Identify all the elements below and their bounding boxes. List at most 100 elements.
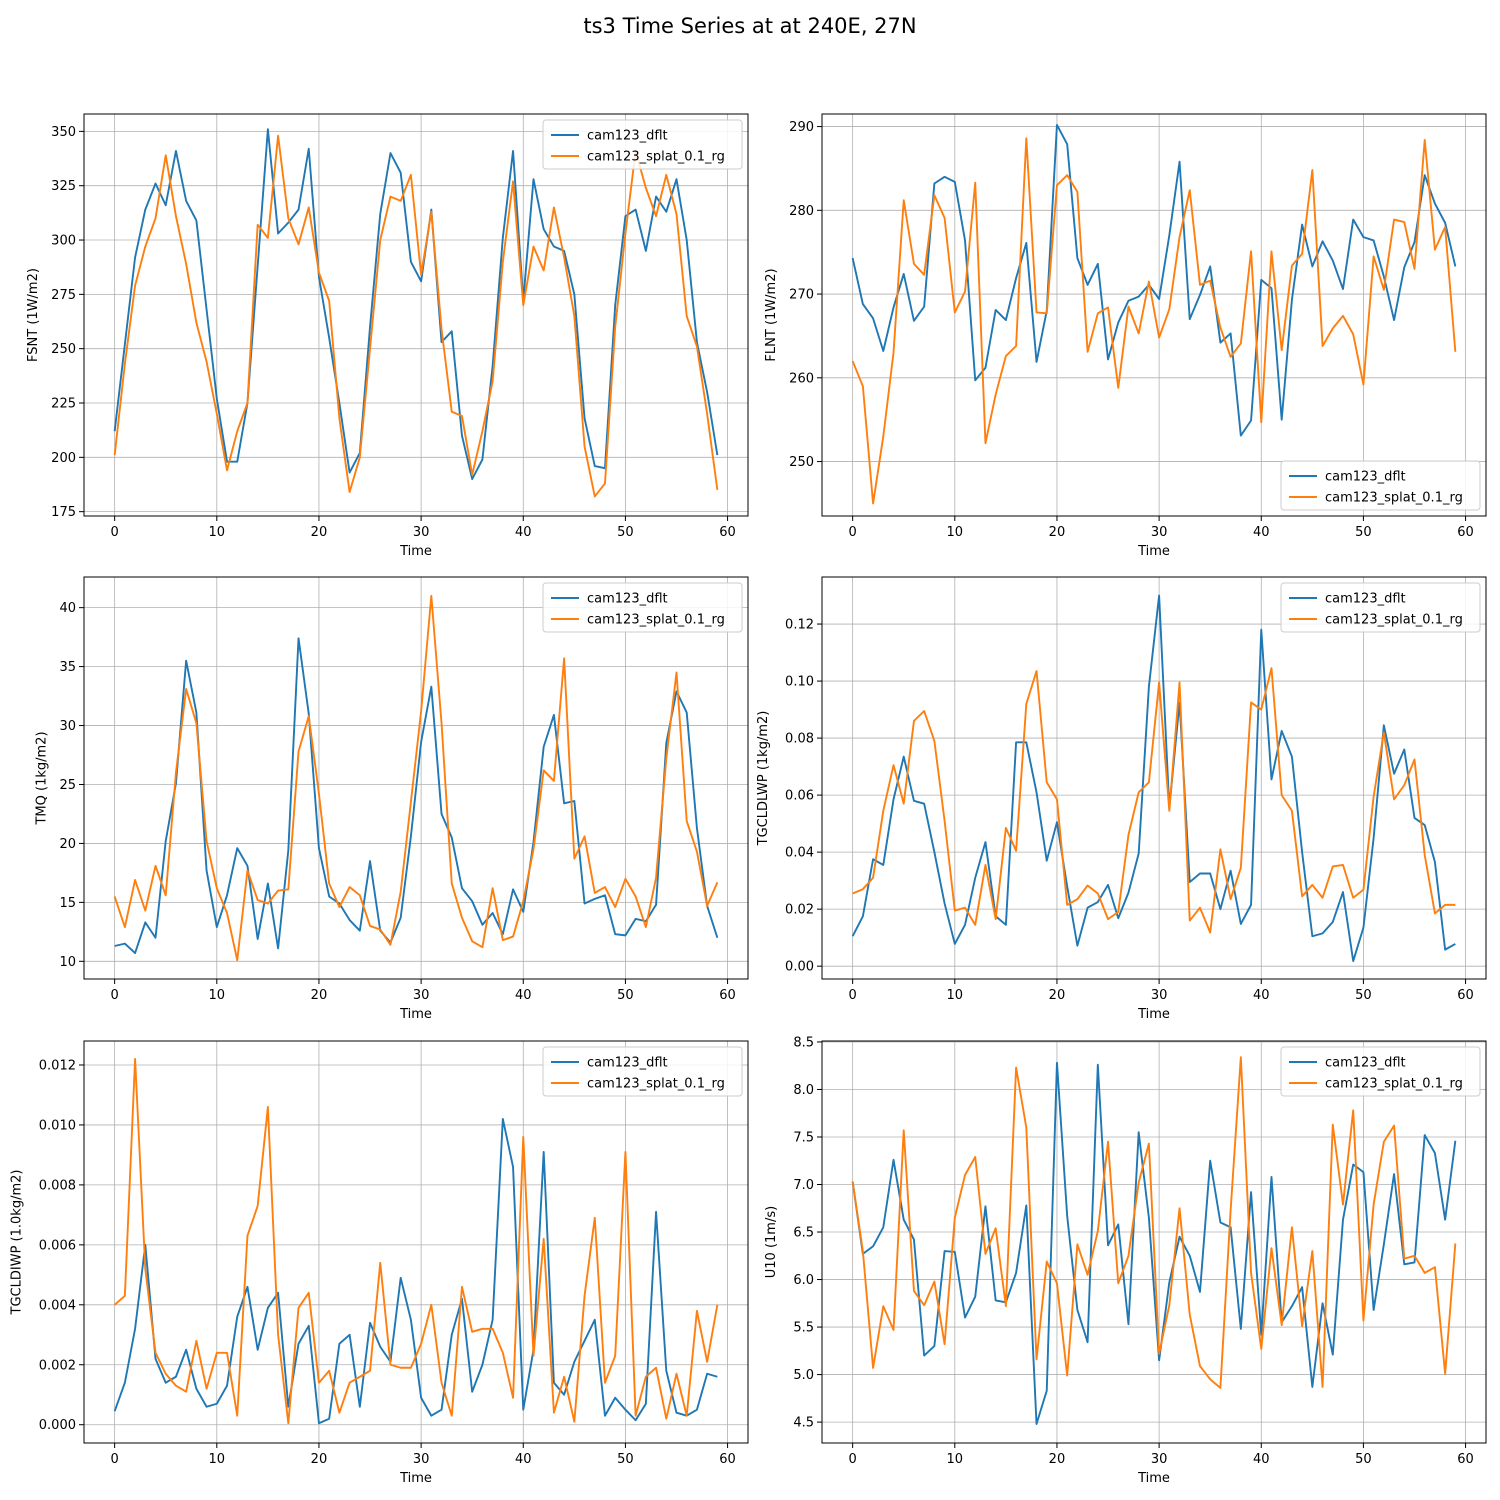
figure-title: ts3 Time Series at at 240E, 27N <box>583 14 917 38</box>
y-tick-label: 10 <box>59 955 76 970</box>
y-tick-label: 0.008 <box>39 1178 76 1193</box>
series-line-dflt <box>851 594 1456 962</box>
x-tick-label: 50 <box>1355 988 1372 1003</box>
x-tick-label: 0 <box>849 525 857 540</box>
y-tick-label: 325 <box>51 179 76 194</box>
legend-label: cam123_dflt <box>587 592 668 607</box>
legend-label: cam123_splat_0.1_rg <box>587 1077 725 1092</box>
y-tick-label: 25 <box>59 778 76 793</box>
legend-box <box>1280 460 1481 511</box>
y-tick-label: 6.5 <box>793 1226 814 1241</box>
y-axis-label: FLNT (1W/m2) <box>764 268 779 361</box>
x-tick-label: 30 <box>413 1452 430 1467</box>
chart-panel-1: 0 10 20 30 40 50 60 175 200 225 250 275 300 325 350 Tim… <box>26 113 749 559</box>
x-tick-label: 50 <box>617 525 634 540</box>
legend-label: cam123_dflt <box>587 129 668 144</box>
x-tick-label: 0 <box>849 1452 857 1467</box>
plot-frame <box>821 113 1487 517</box>
y-tick-label: 0.12 <box>785 618 814 633</box>
y-tick-label: 30 <box>59 719 76 734</box>
plot-frame <box>83 1040 749 1444</box>
y-tick-label: 0.006 <box>39 1238 76 1253</box>
series-line-dflt <box>114 637 719 955</box>
y-axis-label: TGCLDIWP (1.0kg/m2) <box>10 1170 25 1316</box>
x-tick-label: 30 <box>413 988 430 1003</box>
x-tick-label: 10 <box>947 525 964 540</box>
series-line-dflt <box>851 123 1457 437</box>
series-line-splat <box>851 137 1457 505</box>
legend-label: cam123_dflt <box>1325 592 1406 607</box>
y-tick-label: 250 <box>789 455 814 470</box>
y-tick-label: 300 <box>51 234 76 249</box>
y-tick-label: 290 <box>789 120 814 135</box>
y-axis-label: TMQ (1kg/m2) <box>34 731 49 825</box>
x-tick-label: 0 <box>111 525 119 540</box>
y-tick-label: 250 <box>51 342 76 357</box>
legend-box <box>542 119 743 170</box>
y-tick-label: 4.5 <box>793 1416 814 1431</box>
y-tick-label: 0.06 <box>785 789 814 804</box>
x-tick-label: 20 <box>1049 1452 1066 1467</box>
x-tick-label: 50 <box>617 1452 634 1467</box>
y-tick-label: 6.0 <box>793 1273 814 1288</box>
series-line-splat <box>113 134 719 498</box>
x-tick-label: 10 <box>209 988 226 1003</box>
series-line-splat <box>114 1058 719 1425</box>
y-tick-label: 0.010 <box>39 1118 76 1133</box>
series-line-dflt <box>113 1117 718 1425</box>
x-axis-label: Time <box>399 1007 432 1022</box>
legend: cam123_dflt cam123_splat_0.1_rg <box>542 1046 743 1097</box>
legend-label: cam123_splat_0.1_rg <box>1325 491 1463 506</box>
legend: cam123_dflt cam123_splat_0.1_rg <box>1280 582 1481 633</box>
plot-frame <box>83 113 749 517</box>
y-axis-label: TGCLDLWP (1kg/m2) <box>756 711 771 847</box>
x-tick-label: 20 <box>1049 988 1066 1003</box>
x-tick-label: 60 <box>1457 988 1474 1003</box>
y-tick-label: 0.02 <box>785 903 814 918</box>
y-tick-label: 270 <box>789 288 814 303</box>
y-tick-label: 0.004 <box>39 1298 76 1313</box>
y-tick-label: 200 <box>51 451 76 466</box>
y-tick-label: 0.012 <box>39 1058 76 1073</box>
x-tick-label: 10 <box>209 1452 226 1467</box>
y-tick-label: 0.00 <box>785 960 814 975</box>
x-tick-label: 0 <box>849 988 857 1003</box>
x-tick-label: 60 <box>719 1452 736 1467</box>
legend-box <box>542 1046 743 1097</box>
y-tick-label: 0.002 <box>39 1358 76 1373</box>
plot-frame <box>821 1040 1487 1444</box>
x-tick-label: 60 <box>719 525 736 540</box>
y-tick-label: 275 <box>51 288 76 303</box>
legend: cam123_dflt cam123_splat_0.1_rg <box>1280 460 1481 511</box>
plot-frame <box>821 576 1487 980</box>
x-tick-label: 30 <box>1151 525 1168 540</box>
x-tick-label: 40 <box>1253 1452 1270 1467</box>
legend-label: cam123_dflt <box>587 1056 668 1071</box>
legend-box <box>1280 582 1481 633</box>
legend-label: cam123_splat_0.1_rg <box>587 613 725 628</box>
series-line-splat <box>113 594 719 962</box>
y-tick-label: 225 <box>51 397 76 412</box>
x-tick-label: 40 <box>1253 988 1270 1003</box>
x-tick-label: 20 <box>1049 525 1066 540</box>
y-tick-label: 35 <box>59 660 76 675</box>
x-axis-label: Time <box>399 1471 432 1486</box>
y-tick-label: 0.08 <box>785 732 814 747</box>
y-tick-label: 8.5 <box>793 1035 814 1050</box>
y-tick-label: 0.10 <box>785 675 814 690</box>
y-tick-label: 280 <box>789 204 814 219</box>
x-tick-label: 60 <box>1457 1452 1474 1467</box>
plot-frame <box>83 576 749 980</box>
y-tick-label: 40 <box>59 601 76 616</box>
x-tick-label: 40 <box>1253 525 1270 540</box>
x-axis-label: Time <box>1137 544 1170 559</box>
x-tick-label: 30 <box>1151 1452 1168 1467</box>
y-tick-label: 0.000 <box>39 1418 76 1433</box>
y-tick-label: 8.0 <box>793 1083 814 1098</box>
series-line-splat <box>851 1056 1457 1389</box>
legend-label: cam123_splat_0.1_rg <box>587 150 725 165</box>
y-tick-label: 5.5 <box>793 1321 814 1336</box>
series-line-dflt <box>113 128 719 481</box>
x-tick-label: 40 <box>515 1452 532 1467</box>
